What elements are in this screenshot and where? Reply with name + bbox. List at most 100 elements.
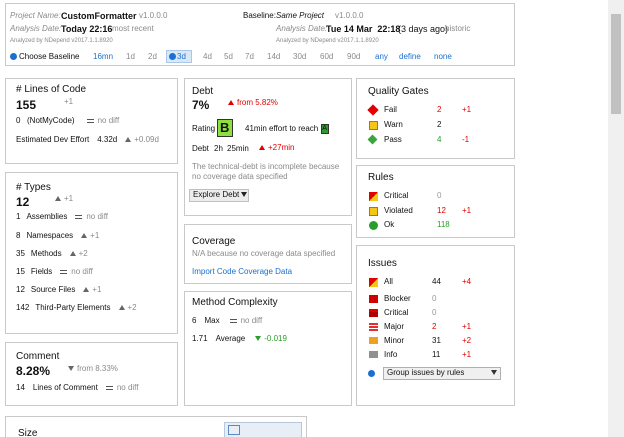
icon-critical [369, 278, 378, 287]
label: Max [204, 316, 220, 325]
combo-label[interactable]: Group issues by rules [387, 368, 465, 377]
metric-value: 8.28% [16, 364, 51, 378]
baseline-option[interactable]: none [434, 52, 452, 61]
delta: from 8.33% [77, 364, 118, 373]
note: N/A because no coverage data specified [192, 249, 336, 258]
label: Average [215, 334, 246, 343]
down-arrow [241, 192, 247, 197]
rating: B [220, 120, 230, 135]
label: Major [384, 322, 405, 331]
note: historic [445, 24, 471, 33]
scrollbar-thumb[interactable] [611, 14, 621, 114]
up-arrow [69, 251, 76, 256]
equal-sign [229, 319, 237, 320]
icon-minor [369, 337, 378, 344]
button[interactable] [189, 189, 249, 202]
delta: +0.09d [134, 135, 159, 144]
equal-sign [75, 215, 83, 216]
comment-panel [5, 342, 178, 406]
delta: +2 [462, 336, 472, 345]
value: 142 [16, 303, 30, 312]
value: 0 [432, 294, 437, 303]
delta: from 5.82% [237, 98, 278, 107]
rating-box [217, 119, 233, 137]
panel-title: Coverage [192, 236, 236, 247]
label: Namespaces [26, 231, 74, 240]
info-icon [10, 53, 17, 60]
label: Estimated Dev Effort [16, 135, 90, 144]
ago: (3 days ago) [398, 24, 449, 34]
panel-title: Issues [368, 258, 397, 269]
panel-title: Quality Gates [368, 86, 429, 97]
label: Project Name: [10, 11, 61, 20]
label: Methods [30, 249, 62, 258]
value: 0 [432, 308, 437, 317]
label: Fail [384, 105, 397, 114]
baseline-option[interactable]: any [375, 52, 388, 61]
rating: A [322, 125, 327, 132]
size-toolbar[interactable] [224, 422, 302, 437]
baseline-option[interactable]: define [399, 52, 421, 61]
value: 0 [437, 191, 442, 200]
delta: +27min [268, 143, 295, 152]
label: Blocker [384, 294, 411, 303]
header-panel [5, 3, 515, 66]
value: 12 [16, 285, 25, 294]
equal-sign [60, 270, 68, 271]
label: Analysis Date: [276, 24, 328, 33]
date: Today 22:16 [61, 24, 113, 34]
label: Fields [30, 267, 53, 276]
value: 2h [214, 144, 223, 153]
down-arrow [68, 366, 74, 371]
toolbar-button[interactable] [264, 425, 276, 435]
label: Choose Baseline [19, 52, 80, 61]
rating-box [321, 124, 330, 134]
label: Ok [384, 220, 395, 229]
equal-sign [229, 322, 237, 323]
button-label[interactable]: Explore Debt [193, 190, 240, 199]
label: Source Files [30, 285, 76, 294]
panel-title: Method Complexity [192, 297, 278, 308]
toolbar-button[interactable] [228, 425, 240, 435]
link[interactable]: Import Code Coverage Data [192, 267, 293, 276]
baseline-option: 14d [267, 52, 281, 61]
info-icon [368, 370, 375, 377]
icon-icritical [369, 309, 378, 317]
complexity-panel [184, 291, 352, 406]
up-arrow [125, 137, 132, 142]
label: All [384, 277, 393, 286]
toolbar-button[interactable] [246, 425, 258, 435]
equal-sign [105, 389, 113, 390]
baseline-name: Same Project [276, 11, 325, 20]
icon-info [369, 351, 378, 358]
toolbar-button[interactable] [282, 425, 294, 435]
baseline-option: 5d [224, 52, 233, 61]
no-diff: no diff [116, 383, 139, 392]
label: Warn [384, 120, 403, 129]
delta: +1 [462, 206, 472, 215]
label: Info [384, 350, 398, 359]
coverage-panel [184, 224, 352, 284]
up-arrow [83, 287, 90, 292]
down-arrow [491, 370, 497, 375]
info-icon [169, 53, 176, 60]
date: Tue 14 Mar 22:18 [326, 24, 401, 34]
up-arrow [81, 233, 88, 238]
label: Baseline: [243, 11, 276, 20]
baseline-option[interactable]: 3d [177, 52, 186, 61]
icon-warn [369, 207, 378, 216]
value: 0 [16, 116, 21, 125]
up-arrow [259, 145, 265, 150]
value: 4.32d [97, 135, 118, 144]
label: Analysis Date: [10, 24, 62, 33]
value: 6 [192, 316, 197, 325]
value: 14 [16, 383, 25, 392]
baseline-option[interactable]: 16mn [93, 52, 114, 61]
types-panel [5, 172, 178, 334]
combo-box[interactable] [383, 367, 501, 380]
delta: +4 [462, 277, 472, 286]
value: 35 [16, 249, 25, 258]
down-arrow [255, 336, 262, 341]
equal-sign [60, 273, 68, 274]
up-arrow [55, 196, 61, 201]
